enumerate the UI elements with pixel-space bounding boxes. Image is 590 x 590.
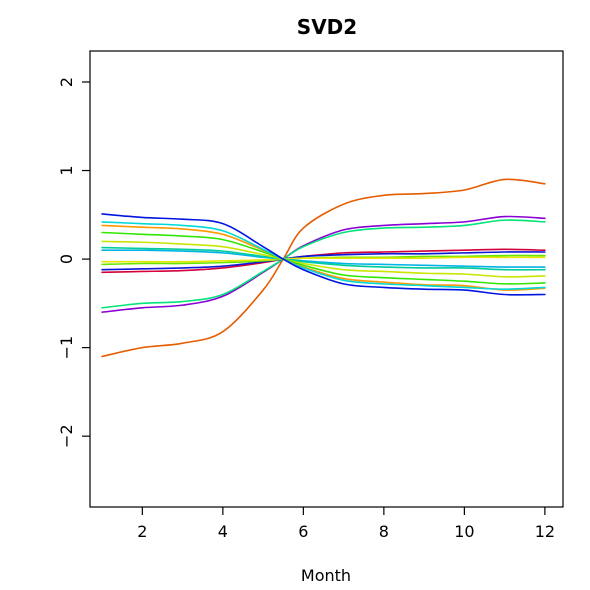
x-tick-label: 4	[218, 522, 228, 541]
y-axis: −2 −1 0 1 2	[57, 77, 90, 448]
x-axis-label: Month	[301, 566, 351, 585]
y-tick-label: 1	[57, 165, 76, 175]
plot-frame	[89, 50, 564, 508]
series-line-5	[101, 251, 546, 271]
x-axis: 2 4 6 8 10 12	[137, 507, 555, 541]
series-line-10	[101, 240, 546, 278]
plot-lines	[101, 178, 546, 358]
series-line-3	[101, 219, 546, 309]
x-tick-label: 12	[535, 522, 555, 541]
x-tick-label: 10	[454, 522, 474, 541]
series-line-12	[101, 224, 546, 291]
x-tick-label: 8	[379, 522, 389, 541]
x-tick-label: 2	[137, 522, 147, 541]
series-line-8	[101, 249, 546, 268]
series-line-13	[101, 221, 546, 290]
x-tick-label: 6	[298, 522, 308, 541]
y-tick-label: 2	[57, 77, 76, 87]
series-line-11	[101, 231, 546, 285]
y-tick-label: −1	[57, 336, 76, 360]
chart-title: SVD2	[297, 15, 357, 39]
series-line-14	[101, 213, 546, 296]
y-tick-label: 0	[57, 254, 76, 264]
series-line-7	[101, 256, 546, 263]
y-tick-label: −2	[57, 424, 76, 448]
series-line-9	[101, 246, 546, 271]
series-line-2	[101, 215, 546, 313]
series-line-1	[101, 178, 546, 358]
